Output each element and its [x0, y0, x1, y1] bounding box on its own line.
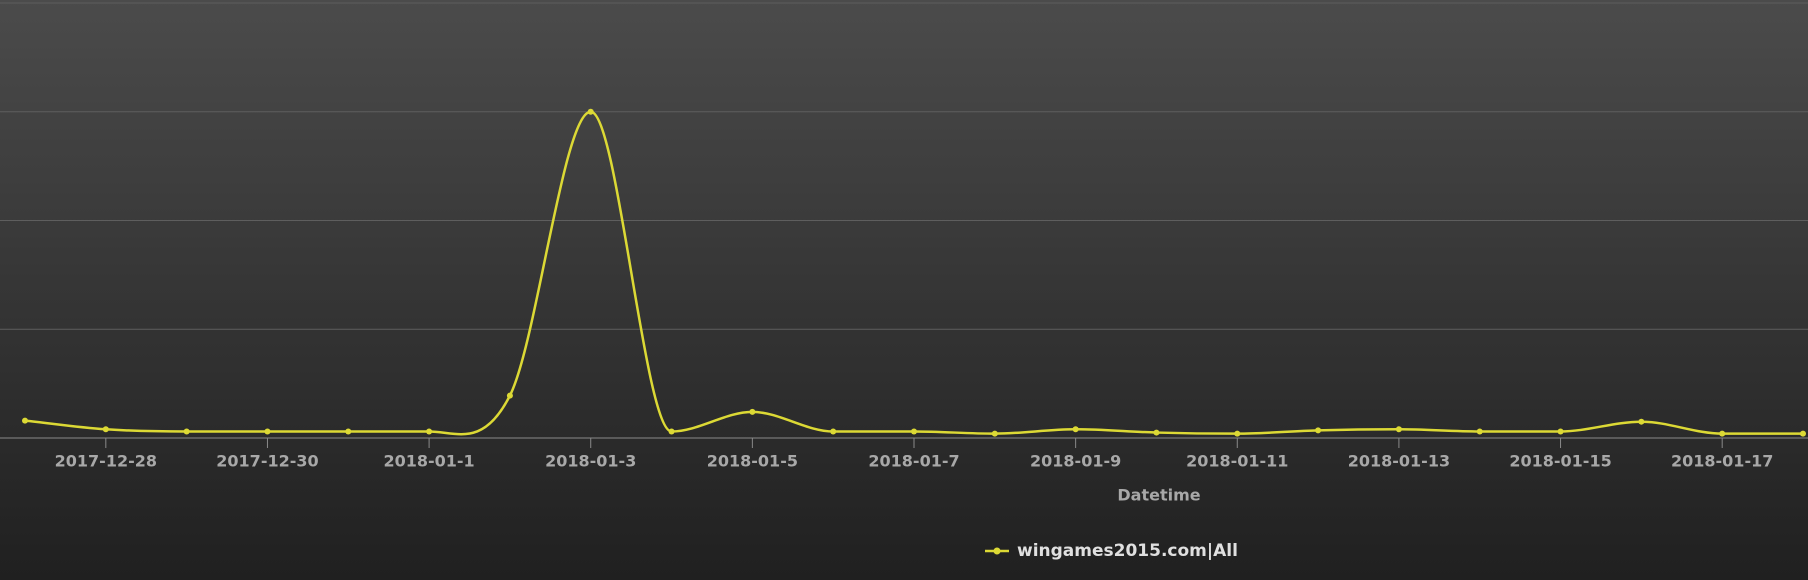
- x-tick-label: 2018-01-1: [383, 452, 474, 471]
- legend-label: wingames2015.com|All: [1017, 541, 1238, 561]
- x-tick-label: 2018-01-5: [707, 452, 798, 471]
- x-tick-label: 2018-01-13: [1348, 452, 1450, 471]
- point: [911, 428, 917, 435]
- point: [830, 428, 837, 435]
- point: [1638, 418, 1645, 425]
- point: [1395, 426, 1402, 433]
- point: [22, 417, 28, 424]
- point: [506, 392, 513, 399]
- point: [587, 108, 594, 115]
- point: [991, 430, 998, 437]
- point: [1234, 430, 1241, 437]
- point: [668, 428, 675, 435]
- point: [1719, 430, 1726, 437]
- legend-marker: [993, 547, 1001, 555]
- x-tick-label: 2018-01-11: [1186, 452, 1288, 471]
- point: [749, 408, 756, 415]
- point: [102, 426, 109, 433]
- point: [1072, 426, 1079, 433]
- x-tick-label: 2017-12-30: [216, 452, 318, 471]
- x-tick-label: 2018-01-9: [1030, 452, 1121, 471]
- point: [1153, 429, 1160, 436]
- point: [183, 428, 190, 435]
- x-axis-title: Datetime: [1117, 486, 1200, 505]
- point: [345, 428, 352, 435]
- point: [1557, 428, 1564, 435]
- x-tick-label: 2018-01-7: [868, 452, 959, 471]
- x-tick-label: 2018-01-15: [1509, 452, 1611, 471]
- point: [1315, 427, 1322, 434]
- x-tick-label: 2018-01-17: [1671, 452, 1773, 471]
- point: [264, 428, 271, 435]
- x-tick-label: 2017-12-28: [55, 452, 157, 471]
- point: [426, 428, 433, 435]
- point: [1800, 430, 1806, 437]
- point: [1476, 428, 1483, 435]
- x-tick-label: 2018-01-3: [545, 452, 636, 471]
